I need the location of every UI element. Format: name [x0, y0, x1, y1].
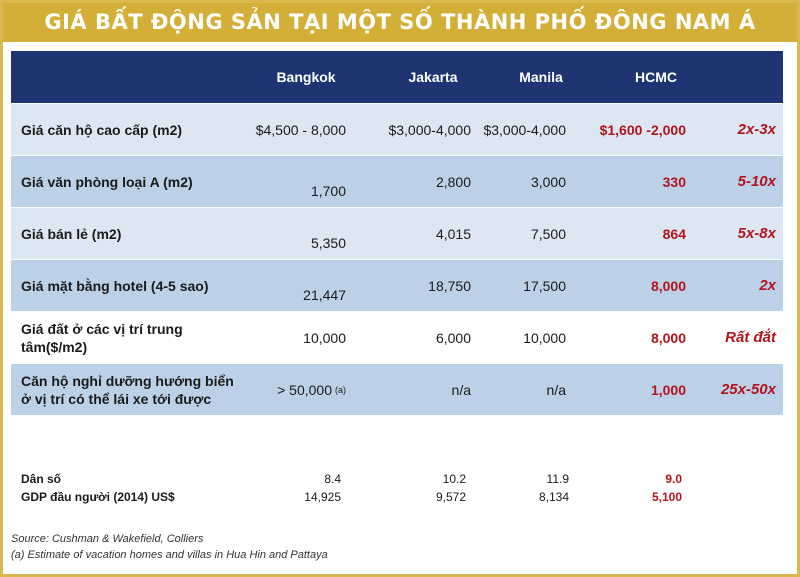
header-jakarta: Jakarta	[408, 69, 458, 85]
cell-hcmc: 8,000	[650, 277, 686, 294]
cell-jakarta: 10.2	[442, 472, 466, 486]
footnote-marker: (a)	[335, 384, 346, 395]
cell-bangkok: $4,500 - 8,000	[255, 121, 346, 138]
source-line: Source: Cushman & Wakefield, Colliers	[11, 533, 204, 545]
cell-manila: 17,500	[523, 277, 566, 294]
table-header-row: Bangkok Jakarta Manila HCMC	[11, 51, 783, 103]
cell-jakarta: 6,000	[435, 329, 471, 346]
cell-jakarta: 9,572	[435, 490, 466, 504]
row-label: Giá văn phòng loại A (m2)	[21, 173, 193, 190]
cell-manila: 8,134	[538, 490, 569, 504]
cell-jakarta: n/a	[451, 381, 471, 398]
cell-jakarta: 4,015	[435, 225, 471, 242]
row-label: Giá căn hộ cao cấp (m2)	[21, 121, 183, 138]
table-row: Giá bán lẻ (m2) 5,350 4,015 7,500 864 5x…	[11, 207, 783, 259]
population-row: Dân số 8.4 10.2 11.9 9.0	[21, 472, 781, 488]
row-label: Dân số	[21, 472, 62, 486]
cell-hcmc: $1,600 -2,000	[599, 121, 686, 138]
table-row: Giá văn phòng loại A (m2) 1,700 2,800 3,…	[11, 155, 783, 207]
cell-bangkok: 1,700	[310, 183, 346, 199]
cell-jakarta: $3,000-4,000	[388, 121, 471, 138]
gdp-row: GDP đầu người (2014) US$ 14,925 9,572 8,…	[21, 490, 781, 506]
cell-jakarta: 18,750	[428, 277, 471, 294]
row-label: Căn hộ nghỉ dưỡng hướng biển ở vị trí có…	[21, 372, 234, 407]
cell-manila: 7,500	[530, 225, 566, 242]
table-row: Giá căn hộ cao cấp (m2) $4,500 - 8,000 $…	[11, 103, 783, 155]
cell-hcmc: 5,100	[651, 490, 682, 504]
cell-multiple: 5-10x	[737, 173, 776, 190]
bangkok-value: > 50,000	[277, 381, 332, 398]
footnote-line: (a) Estimate of vacation homes and villa…	[11, 549, 328, 561]
header-bangkok: Bangkok	[276, 69, 336, 85]
cell-manila: 10,000	[523, 329, 566, 346]
cell-manila: n/a	[546, 381, 566, 398]
cell-bangkok: 5,350	[310, 235, 346, 251]
cell-manila: $3,000-4,000	[483, 121, 566, 138]
price-comparison-table: Bangkok Jakarta Manila HCMC Giá căn hộ c…	[11, 51, 783, 415]
cell-bangkok: > 50,000 (a)	[246, 364, 346, 415]
header-manila: Manila	[519, 69, 563, 85]
cell-multiple: Rất đắt	[725, 329, 776, 346]
cell-multiple: 2x-3x	[737, 121, 776, 138]
cell-manila: 3,000	[530, 173, 566, 190]
table-row: Giá mặt bằng hotel (4-5 sao) 21,447 18,7…	[11, 259, 783, 311]
table-row: Căn hộ nghỉ dưỡng hướng biển ở vị trí có…	[11, 363, 783, 415]
cell-hcmc: 864	[662, 225, 686, 242]
row-label: GDP đầu người (2014) US$	[21, 490, 175, 504]
cell-hcmc: 1,000	[650, 381, 686, 398]
cell-bangkok: 21,447	[303, 287, 346, 303]
row-label: Giá bán lẻ (m2)	[21, 225, 122, 242]
table-row: Giá đất ở các vị trí trung tâm($/m2) 10,…	[11, 311, 783, 363]
header-hcmc: HCMC	[635, 69, 677, 85]
cell-hcmc: 330	[662, 173, 686, 190]
cell-bangkok: 8.4	[324, 472, 341, 486]
cell-bangkok: 14,925	[304, 490, 341, 504]
cell-hcmc: 8,000	[650, 329, 686, 346]
row-label: Giá mặt bằng hotel (4-5 sao)	[21, 277, 209, 294]
cell-multiple: 5x-8x	[737, 225, 776, 242]
cell-bangkok: 10,000	[303, 329, 346, 346]
cell-multiple: 25x-50x	[720, 381, 776, 398]
cell-hcmc: 9.0	[665, 472, 682, 486]
cell-manila: 11.9	[546, 472, 569, 486]
row-label: Giá đất ở các vị trí trung tâm($/m2)	[21, 320, 183, 355]
cell-jakarta: 2,800	[435, 173, 471, 190]
cell-multiple: 2x	[759, 277, 776, 294]
source-notes: Source: Cushman & Wakefield, Colliers (a…	[11, 531, 328, 563]
page-title: GIÁ BẤT ĐỘNG SẢN TẠI MỘT SỐ THÀNH PHỐ ĐÔ…	[3, 3, 797, 42]
